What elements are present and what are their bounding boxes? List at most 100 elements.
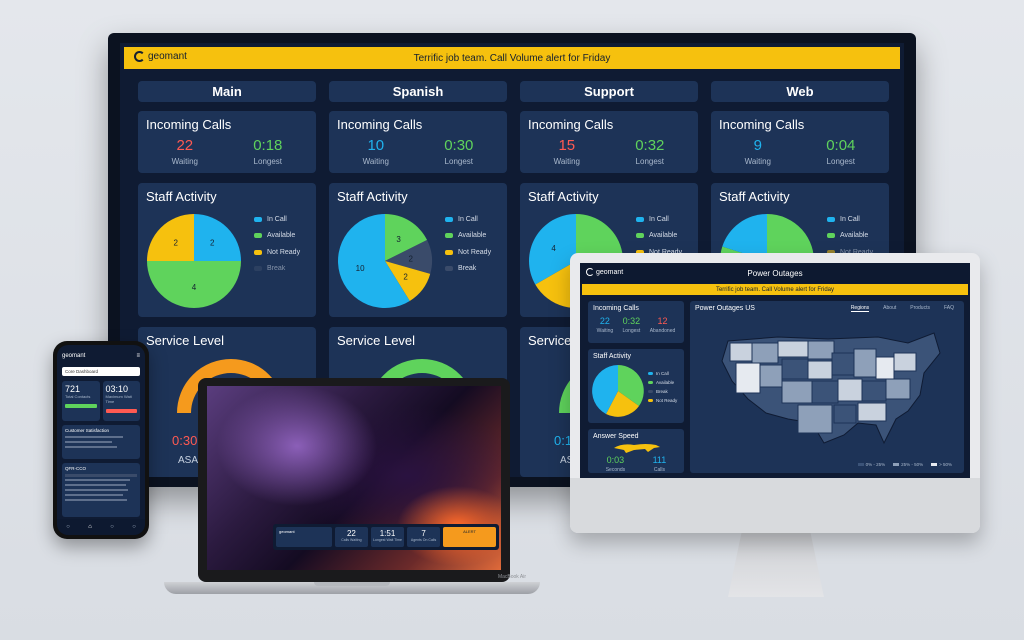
incoming-calls-card: Incoming Calls 22 Waiting 0:32 Longest 12 A… (588, 301, 684, 343)
tab-icon[interactable]: ○ (132, 524, 136, 530)
legend-item: In Call (445, 211, 491, 228)
pie-slice-label: 2 (409, 255, 414, 264)
pie-slice-label: 3 (396, 235, 401, 244)
asa-value: 0:30 (172, 433, 198, 448)
abandoned-count: 12 (657, 316, 668, 326)
asa-label: ASA (178, 455, 199, 466)
total-contacts-card: 721 Total Contacts (62, 381, 100, 421)
incoming-calls-card: Incoming Calls 22 Waiting 0:18 Longest (138, 111, 316, 173)
cheetah-icon (614, 444, 660, 453)
geomant-logo: geomant (62, 353, 86, 359)
tab-faq[interactable]: FAQ (943, 305, 954, 311)
waiting-count: 22 (599, 316, 610, 326)
queue-table-card: QFR-CCO (62, 463, 140, 517)
staff-activity-card: Staff Activity In Call Available Break N… (588, 349, 684, 423)
legend-item: Available (445, 228, 491, 245)
pie-slice (147, 261, 241, 308)
pie-slice (385, 261, 431, 301)
stat-longest-wait: 1:51 Longest Wait Time (370, 527, 405, 547)
pie-legend: In Call Available Not Ready (636, 211, 682, 261)
card-title: Service (528, 333, 572, 348)
imac-chin (570, 478, 980, 533)
max-wait-card: 03:10 Maximum Wait Time (102, 381, 140, 421)
phone-tab-bar: ○ ⌂ ○ ○ (57, 519, 145, 535)
tab-regions[interactable]: Regions (850, 305, 870, 312)
home-icon[interactable]: ⌂ (88, 524, 92, 530)
waiting-count: 10 (367, 137, 385, 154)
queue-header: Main (138, 81, 316, 102)
staff-pie-chart: 2 4 2 (147, 214, 241, 308)
card-title: Staff Activity (593, 353, 631, 360)
pie-slice (338, 214, 410, 308)
longest-label: Longest (826, 157, 856, 166)
geomant-logo-icon (134, 51, 145, 62)
answer-calls: 111 (652, 455, 667, 465)
geomant-logo: geomant (134, 51, 187, 62)
queue-header: Support (520, 81, 698, 102)
pie-slice (529, 214, 576, 285)
longest-wait: 0:32 (622, 316, 641, 326)
pie-slice-label: 2 (210, 239, 215, 248)
pie-slice-label: 10 (356, 264, 365, 273)
card-title: Staff Activity (146, 189, 217, 204)
dashboard-selector[interactable]: Core Dashboard (62, 367, 140, 376)
widget-logo: geomant (276, 527, 332, 547)
waiting-label: Waiting (744, 157, 771, 166)
answer-speed-card: Answer Speed 0:03 Seconds 111 Calls (588, 429, 684, 473)
phone-device: geomant ≡ Core Dashboard 721 Total Contac… (53, 341, 149, 539)
imac-stand (728, 533, 824, 597)
menu-icon[interactable]: ≡ (136, 353, 140, 359)
waiting-count: 22 (176, 137, 194, 154)
pie-slice-label: 4 (192, 283, 197, 292)
longest-wait: 0:30 (444, 137, 474, 154)
card-title: Incoming Calls (593, 305, 639, 312)
card-title: Staff Activity (528, 189, 599, 204)
waiting-label: Waiting (171, 157, 198, 166)
map-legend: 0% - 25% 25% - 50% > 50% (857, 462, 952, 467)
longest-label: Longest (444, 157, 474, 166)
tab-icon[interactable]: ○ (110, 524, 114, 530)
card-title: Incoming Calls (719, 117, 805, 132)
queue-column-support: Support Incoming Calls 15 Waiting 0:32 Lon… (520, 81, 698, 477)
incoming-calls-card: Incoming Calls 10 Waiting 0:30 Longest (329, 111, 507, 173)
imac-display: geomant Power Outages Terrific job team.… (570, 253, 980, 533)
pie-slice (722, 214, 767, 261)
stat-calls-waiting: 22 Calls Waiting (334, 527, 368, 547)
queue-column-main: Main Incoming Calls 22 Waiting 0:18 Longes… (138, 81, 316, 477)
alert-box: ALERT (443, 527, 496, 547)
tab-products[interactable]: Products (910, 305, 930, 311)
pie-slice-label: 4 (551, 244, 556, 253)
laptop-lid: geomant 22 Calls Waiting 1:51 Longest Wait… (198, 378, 510, 582)
longest-label: Longest (635, 157, 665, 166)
page-title: Power Outages (747, 268, 803, 278)
banner-text: Terrific job team. Call Volume alert for… (413, 52, 611, 64)
staff-activity-card: Staff Activity 2 4 2 In Call Available Not… (138, 183, 316, 317)
card-title: Incoming Calls (528, 117, 614, 132)
us-outage-map[interactable] (708, 323, 948, 453)
card-title: Power Outages US (695, 305, 755, 312)
card-title: Service Level (146, 333, 225, 348)
alert-banner: geomant Terrific job team. Call Volume a… (124, 47, 900, 69)
queue-column-spanish: Spanish Incoming Calls 10 Waiting 0:30 Lon… (329, 81, 507, 477)
legend-item: Not Ready (254, 244, 300, 261)
pie-slice (385, 240, 432, 274)
tab-icon[interactable]: ○ (66, 524, 70, 530)
phone-dashboard: geomant ≡ Core Dashboard 721 Total Contac… (57, 345, 145, 535)
legend-item: Break (254, 261, 300, 278)
power-outages-dashboard: geomant Power Outages Terrific job team.… (580, 263, 970, 478)
pie-legend: In Call Available Break Not Ready (648, 369, 677, 405)
tab-about[interactable]: About (883, 305, 897, 311)
card-title: Incoming Calls (146, 117, 232, 132)
top-bar: geomant Power Outages (580, 263, 970, 283)
pie-slice (194, 214, 241, 261)
laptop-screen: geomant 22 Calls Waiting 1:51 Longest Wait… (207, 386, 501, 570)
card-title: Staff Activity (719, 189, 790, 204)
legend-item: In Call (254, 211, 300, 228)
pie-slice-label: 2 (403, 273, 408, 282)
staff-pie-chart: 3 22 10 (338, 214, 432, 308)
card-title: Service Level (337, 333, 416, 348)
longest-wait: 0:18 (253, 137, 283, 154)
legend-item: Break (445, 261, 491, 278)
pie-slice (385, 214, 428, 261)
card-title: Staff Activity (337, 189, 408, 204)
